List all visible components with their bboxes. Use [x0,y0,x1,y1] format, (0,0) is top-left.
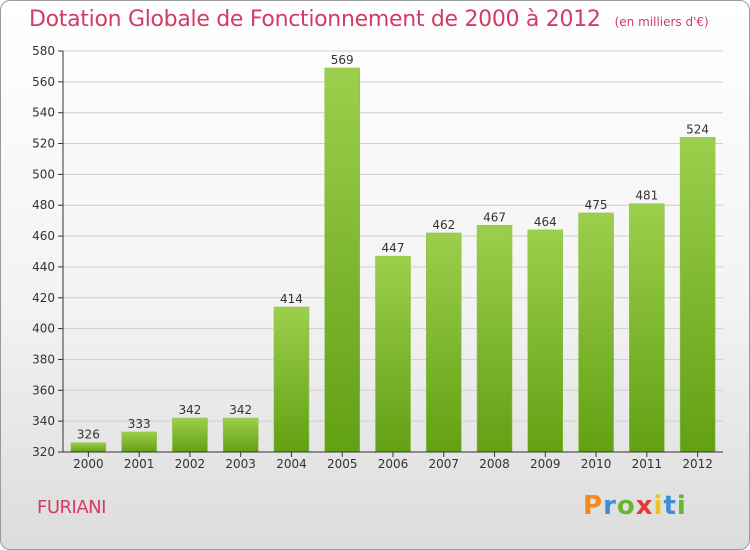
y-tick-label: 320 [32,445,55,459]
bar-2003 [222,417,259,453]
axis-layer: 320 340 360 380 400 420 440 460 480 500 520 540 560 5… [32,44,723,471]
x-tick-label-2002: 2002 [175,457,206,471]
x-tick-label-2000: 2000 [73,457,104,471]
data-label-2001: 333 [128,417,151,431]
y-tick-label: 400 [32,322,55,336]
data-label-2007: 462 [432,218,455,232]
y-tick-label: 520 [32,137,55,151]
bar-2007 [426,232,462,453]
logo-letter: P [583,491,604,521]
bar-2004 [273,306,310,453]
bar-2008 [476,225,513,453]
x-tick-label-2003: 2003 [225,457,256,471]
bar-2011 [629,203,665,453]
data-label-2006: 447 [382,241,405,255]
bar-2005 [324,67,360,453]
logo-letter: t [663,491,677,521]
bar-2001 [121,431,157,453]
chart-title-text: Dotation Globale de Fonctionnement de 20… [29,7,601,32]
bar-2009 [527,229,564,453]
data-label-2005: 569 [331,53,354,67]
y-tick-label: 340 [32,414,55,428]
logo-letter: x [635,491,654,521]
data-label-2012: 524 [686,122,709,136]
x-tick-label-2005: 2005 [327,457,358,471]
y-tick-label: 380 [32,352,55,366]
y-tick-label: 540 [32,106,55,120]
x-tick-label-2007: 2007 [428,457,459,471]
x-tick-label-2006: 2006 [378,457,409,471]
bar-2006 [375,255,411,453]
logo-letter: o [616,491,636,521]
data-label-2004: 414 [280,292,303,306]
bar-2002 [172,417,208,453]
y-tick-label: 460 [32,229,55,243]
data-label-2003: 342 [229,403,252,417]
data-label-2009: 464 [534,215,557,229]
data-label-2000: 326 [77,428,100,442]
x-tick-label-2011: 2011 [632,457,663,471]
y-tick-label: 480 [32,198,55,212]
chart-title: Dotation Globale de Fonctionnement de 20… [29,7,709,32]
x-tick-label-2001: 2001 [124,457,155,471]
y-tick-label: 580 [32,44,55,58]
y-tick-label: 560 [32,75,55,89]
logo-letter: r [603,491,617,521]
data-label-2008: 467 [483,210,506,224]
bar-2000 [70,442,107,453]
logo-letter: i [676,491,687,521]
data-label-2010: 475 [585,198,608,212]
x-tick-label-2008: 2008 [479,457,510,471]
y-tick-label: 420 [32,291,55,305]
x-tick-label-2010: 2010 [581,457,612,471]
x-tick-label-2012: 2012 [682,457,713,471]
y-tick-label: 440 [32,260,55,274]
y-tick-label: 500 [32,167,55,181]
x-tick-label-2004: 2004 [276,457,307,471]
logo-letter: i [653,491,664,521]
bar-2010 [578,212,614,453]
data-label-2011: 481 [635,189,658,203]
bar-2012 [679,137,716,453]
chart-unit: (en milliers d'€) [614,15,709,29]
proxiti-logo[interactable]: Proxiti [583,491,687,521]
bar-layer: 326 333 342 342 414 569 447 462 467 464 475 481 524 [70,53,716,453]
y-tick-label: 360 [32,383,55,397]
x-tick-label-2009: 2009 [530,457,561,471]
commune-name: FURIANI [37,497,106,518]
data-label-2002: 342 [178,403,201,417]
